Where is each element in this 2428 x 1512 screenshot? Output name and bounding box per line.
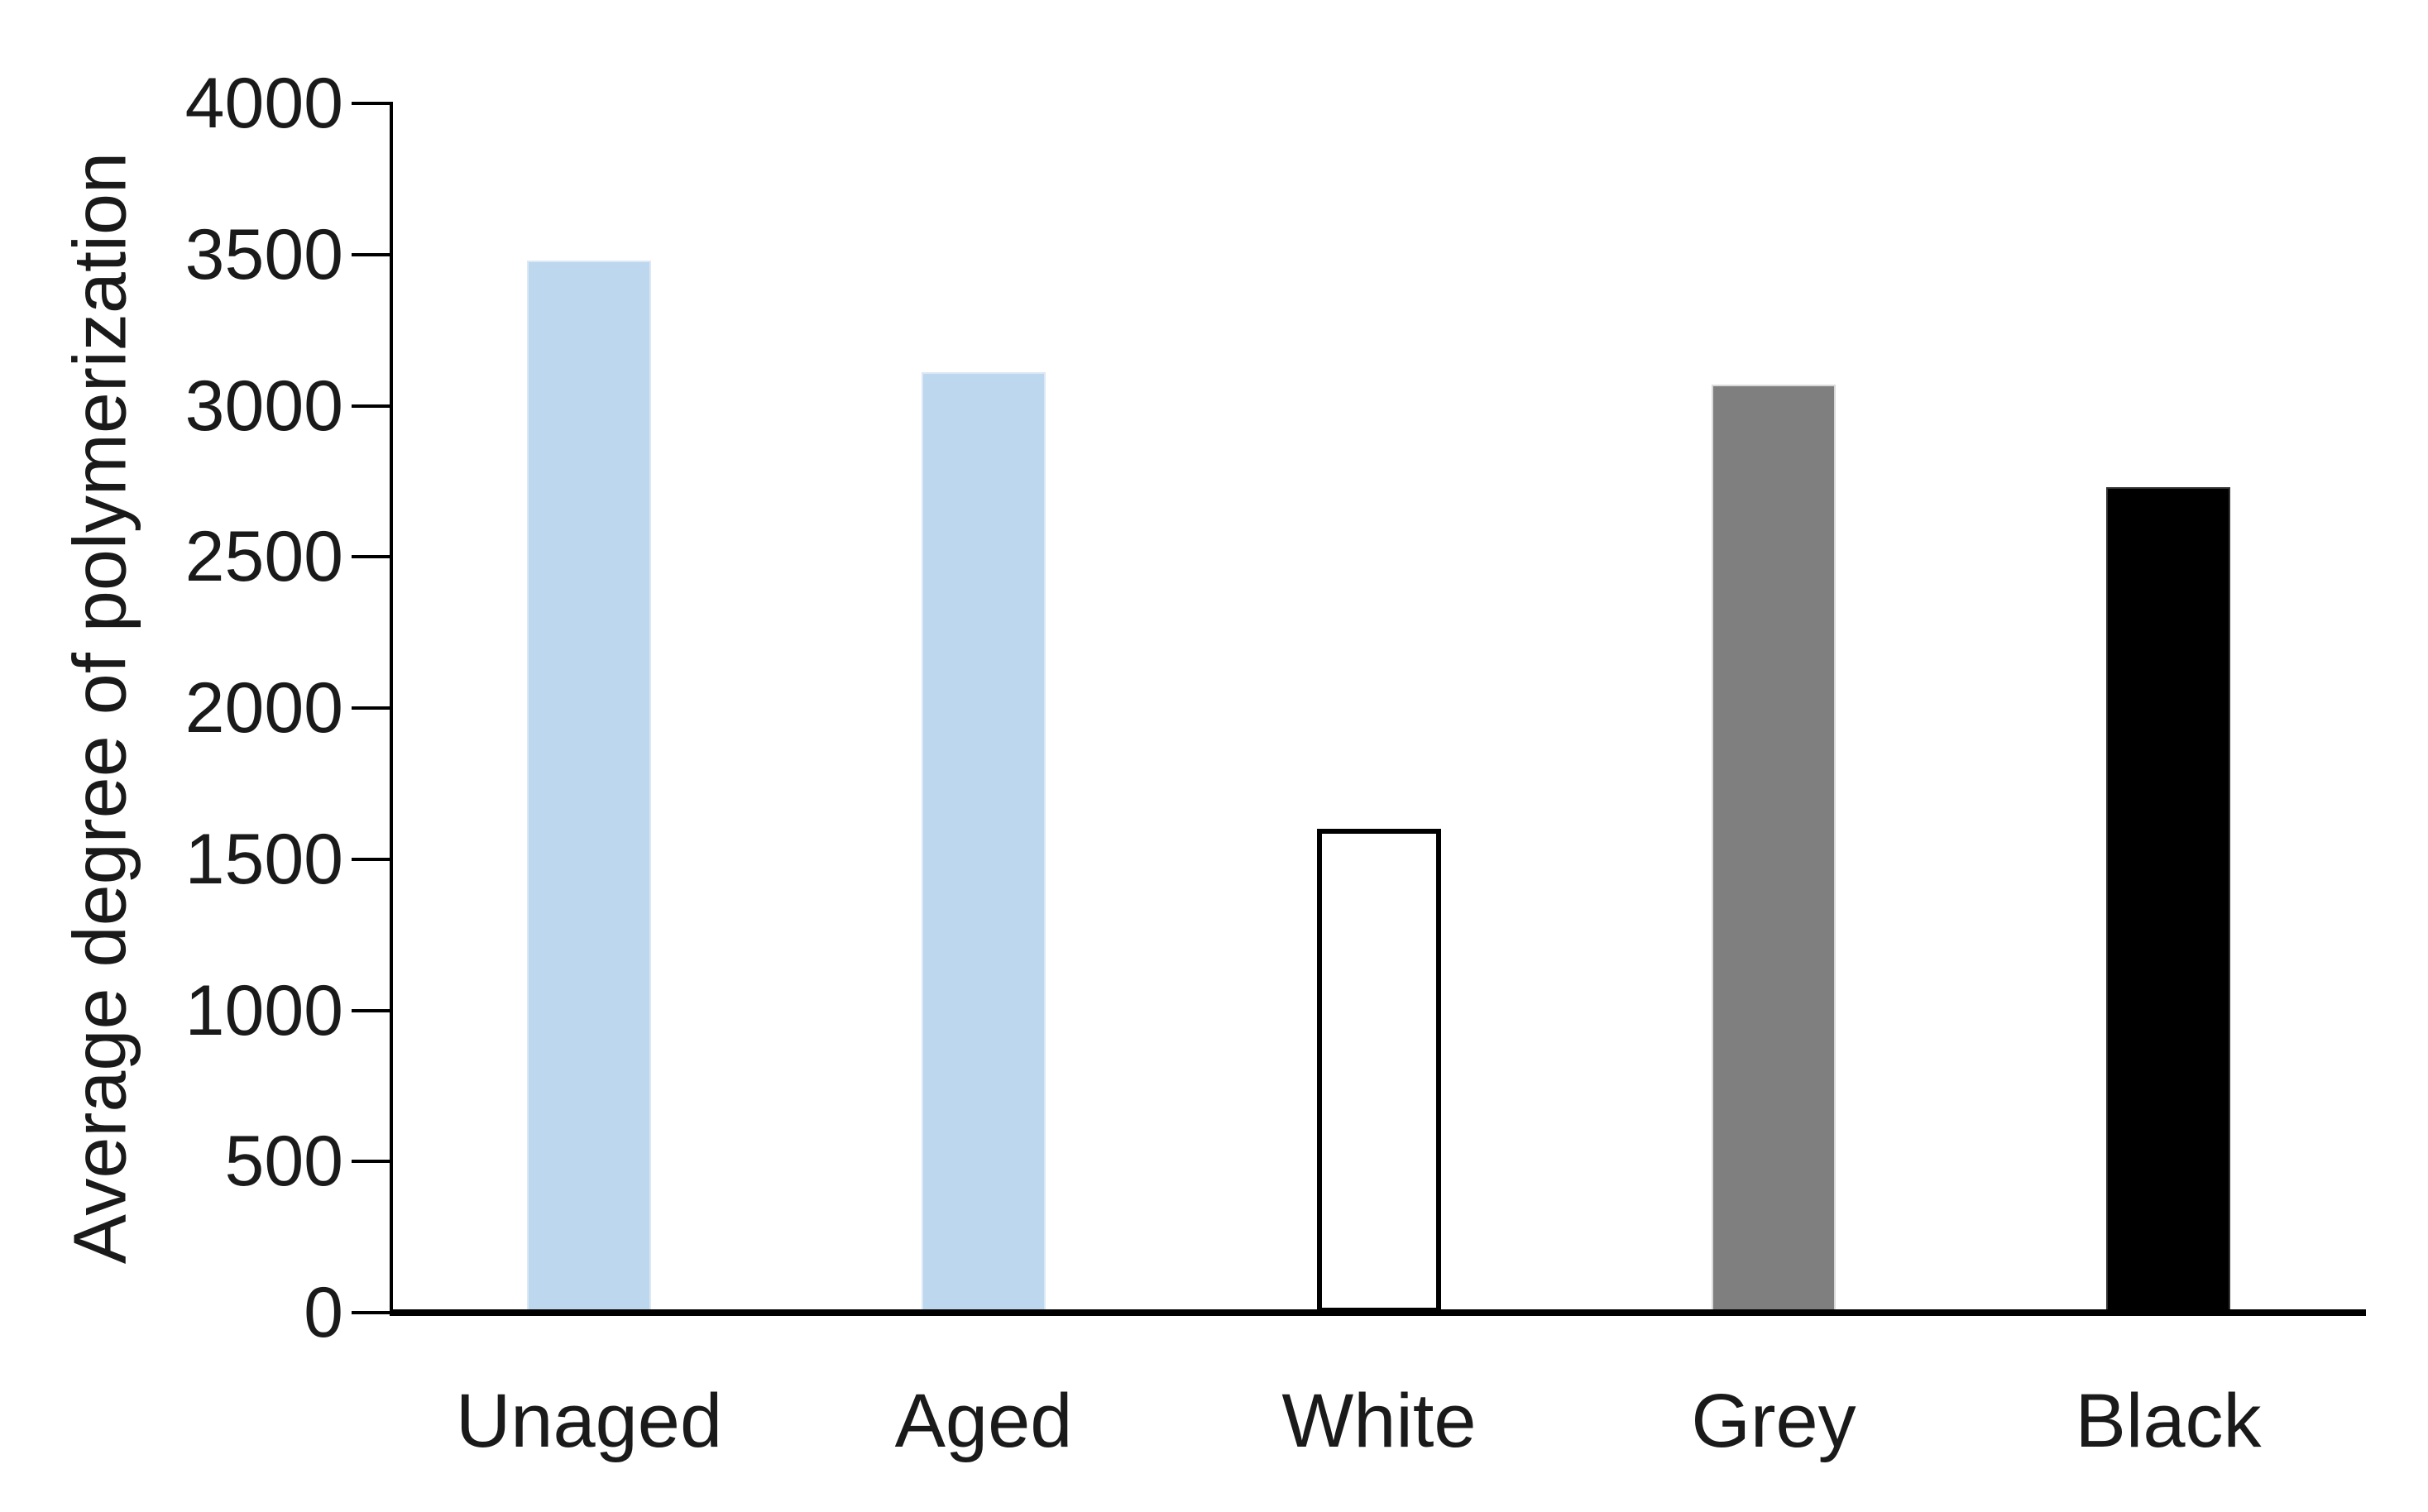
y-tick-label: 4000 [184, 64, 343, 143]
bar-black [2106, 487, 2230, 1313]
y-tick-label: 2000 [184, 668, 343, 748]
x-axis-line [390, 1309, 2366, 1316]
category-label-white: White [1281, 1379, 1477, 1463]
y-tick-mark [352, 1311, 391, 1314]
y-axis-line [390, 102, 393, 1313]
category-label-aged: Aged [894, 1379, 1073, 1463]
y-tick-mark [352, 555, 391, 559]
y-tick-mark [352, 1008, 391, 1012]
y-tick-mark [352, 252, 391, 256]
category-label-grey: Grey [1691, 1379, 1856, 1463]
y-tick-mark [352, 102, 391, 105]
bar-grey [1712, 385, 1836, 1313]
y-tick-label: 3000 [184, 366, 343, 446]
y-tick-mark [352, 706, 391, 710]
category-label-black: Black [2075, 1379, 2262, 1463]
y-tick-label: 3500 [184, 214, 343, 294]
y-tick-label: 2500 [184, 517, 343, 597]
y-tick-label: 0 [304, 1273, 343, 1352]
y-tick-mark [352, 1160, 391, 1164]
y-tick-mark [352, 404, 391, 408]
y-tick-label: 1500 [184, 819, 343, 899]
y-tick-label: 500 [224, 1122, 344, 1202]
bar-aged [922, 372, 1046, 1313]
category-label-unaged: Unaged [455, 1379, 723, 1463]
bar-white [1317, 829, 1441, 1313]
bar-unaged [527, 261, 651, 1313]
y-tick-mark [352, 857, 391, 861]
y-tick-label: 1000 [184, 970, 343, 1050]
